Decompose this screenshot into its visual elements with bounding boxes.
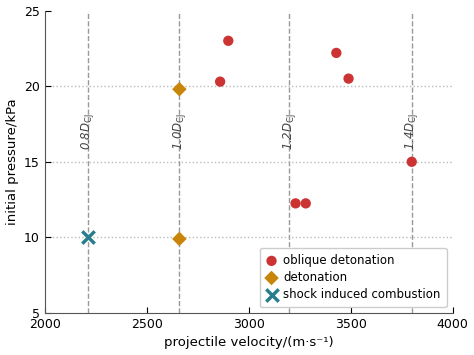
detonation bbox=[175, 236, 183, 242]
oblique detonation bbox=[333, 50, 340, 56]
X-axis label: projectile velocity/(m·s⁻¹): projectile velocity/(m·s⁻¹) bbox=[164, 337, 334, 349]
oblique detonation bbox=[345, 76, 352, 81]
Text: 1.0$D_{\rm CJ}$: 1.0$D_{\rm CJ}$ bbox=[171, 113, 188, 150]
Text: 0.8$D_{\rm CJ}$: 0.8$D_{\rm CJ}$ bbox=[79, 113, 96, 150]
oblique detonation bbox=[225, 38, 232, 44]
Legend: oblique detonation, detonation, shock induced combustion: oblique detonation, detonation, shock in… bbox=[260, 248, 447, 307]
Text: 1.4$D_{\rm CJ}$: 1.4$D_{\rm CJ}$ bbox=[403, 113, 420, 150]
oblique detonation bbox=[408, 159, 416, 165]
Y-axis label: initial pressure/kPa: initial pressure/kPa bbox=[6, 98, 18, 225]
shock induced combustion bbox=[84, 235, 91, 240]
oblique detonation bbox=[216, 79, 224, 84]
oblique detonation bbox=[292, 201, 300, 206]
oblique detonation bbox=[302, 201, 310, 206]
Text: 1.2$D_{\rm CJ}$: 1.2$D_{\rm CJ}$ bbox=[281, 113, 298, 150]
detonation bbox=[175, 86, 183, 92]
